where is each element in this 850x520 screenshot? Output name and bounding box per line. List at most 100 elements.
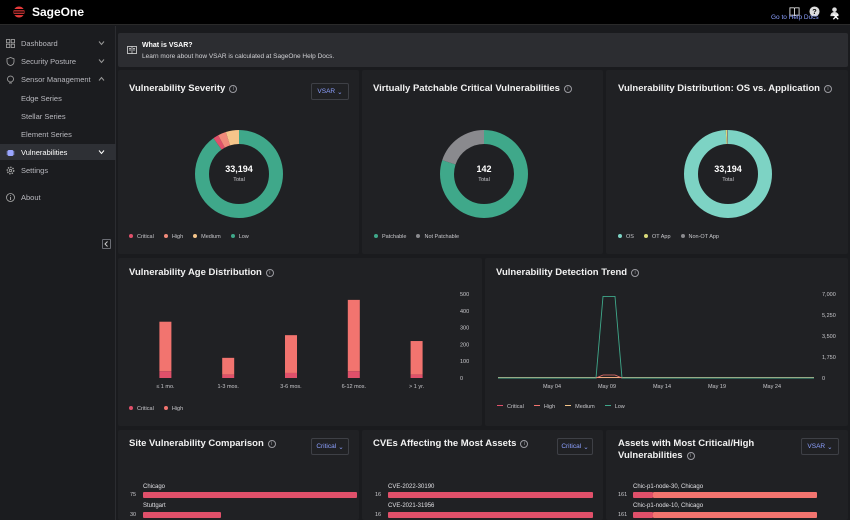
distribution-card xyxy=(606,70,848,254)
severity-total: 33,194 xyxy=(225,164,253,174)
top-bar: SageOne ? xyxy=(0,0,850,25)
bar-high[interactable] xyxy=(159,321,172,372)
card-title-text: Site Vulnerability Comparison xyxy=(129,438,264,449)
card-title-text: Assets with Most Critical/High xyxy=(618,438,755,449)
banner-text: Learn more about how VSAR is calculated … xyxy=(142,53,335,60)
x-tick-label: 6-12 mos. xyxy=(342,384,367,390)
help-docs-link[interactable]: Go to Help Docs xyxy=(771,14,819,21)
donut-segment-os[interactable] xyxy=(684,130,772,218)
legend-item-high: High xyxy=(163,406,183,412)
bar-critical[interactable] xyxy=(159,371,172,378)
sidebar-item-about[interactable]: About xyxy=(0,189,116,205)
x-tick-label: May 04 xyxy=(543,384,561,390)
card-title-text: Vulnerability Distribution: OS vs. Appli… xyxy=(618,83,820,94)
legend-item-critical: Critical xyxy=(129,234,154,240)
cves-title: CVEs Affecting the Most Assets i xyxy=(373,438,529,449)
collapse-sidebar-button[interactable] xyxy=(102,239,111,249)
sidebar-item-vulnerabilities[interactable]: Vulnerabilities xyxy=(0,144,116,160)
sidebar-item-sensor-management[interactable]: Sensor Management xyxy=(0,71,116,87)
y-tick-label: 400 xyxy=(460,309,469,315)
donut-segment-non-ot-app[interactable] xyxy=(684,130,772,218)
dropdown-value: Critical xyxy=(561,443,582,450)
donut-segment-not-patchable[interactable] xyxy=(440,130,528,218)
asset-row-value: 161 xyxy=(618,512,628,518)
sidebar-item-label: Sensor Management xyxy=(21,75,91,84)
asset-row-label: Chic-p1-node-10, Chicago xyxy=(633,503,704,509)
series-line-low[interactable] xyxy=(498,295,814,379)
close-icon[interactable]: ✕ xyxy=(832,12,840,22)
sidebar-item-stellar-series[interactable]: Stellar Series xyxy=(0,108,116,124)
age-legend: Critical High xyxy=(129,406,183,412)
sidebar-item-edge-series[interactable]: Edge Series xyxy=(0,90,116,106)
bar-high[interactable] xyxy=(222,357,235,375)
site-row-bar xyxy=(143,492,357,498)
cve-row-label: CVE-2022-30190 xyxy=(388,484,435,490)
sidebar-item-settings[interactable]: Settings xyxy=(0,162,116,178)
info-icon[interactable]: i xyxy=(563,85,572,93)
sidebar-item-security-posture[interactable]: Security Posture xyxy=(0,53,116,69)
info-icon[interactable]: i xyxy=(823,85,832,93)
dropdown-value: VSAR xyxy=(807,443,826,450)
info-icon[interactable]: i xyxy=(631,269,640,277)
legend-item-critical: Critical xyxy=(129,406,154,412)
chevron-down-icon: ⌄ xyxy=(338,443,344,451)
chevron-down-icon: ⌄ xyxy=(583,443,589,451)
help-icon[interactable]: ? xyxy=(809,6,820,17)
trend-card xyxy=(485,258,848,426)
site-dropdown[interactable]: Critical ⌄ xyxy=(311,438,349,455)
trend-legend: Critical High Medium Low xyxy=(497,404,625,410)
y-tick-label: 200 xyxy=(460,342,469,348)
bar-critical[interactable] xyxy=(285,372,297,378)
patchable-total: 142 xyxy=(476,164,492,174)
cves-dropdown[interactable]: Critical ⌄ xyxy=(557,438,593,455)
asset-row-bar-high xyxy=(653,492,817,498)
x-tick-label: May 14 xyxy=(653,384,671,390)
legend-item-ot-app: OT App xyxy=(643,234,671,240)
donut-segment-medium[interactable] xyxy=(195,130,283,218)
sidebar-item-element-series[interactable]: Element Series xyxy=(0,126,116,142)
patchable-card xyxy=(362,70,603,254)
card-title-text: CVEs Affecting the Most Assets xyxy=(373,438,517,449)
x-tick-label: 1-3 mos. xyxy=(217,384,239,390)
brand[interactable]: SageOne xyxy=(12,5,84,19)
severity-dropdown[interactable]: VSAR ⌄ xyxy=(311,83,349,100)
legend-item-high: High xyxy=(533,404,555,410)
banner-title: What is VSAR? xyxy=(142,42,193,49)
vsar-info-banner: What is VSAR? Learn more about how VSAR … xyxy=(118,33,848,67)
x-tick-label: ≤ 1 mo. xyxy=(156,384,175,390)
severity-total-label: Total xyxy=(233,177,245,183)
info-icon[interactable]: i xyxy=(520,440,529,448)
cves-card xyxy=(362,430,603,520)
info-icon[interactable]: i xyxy=(229,85,238,93)
info-icon[interactable]: i xyxy=(267,440,276,448)
info-icon[interactable]: i xyxy=(686,452,695,460)
asset-row-label: Chic-p1-node-30, Chicago xyxy=(633,484,704,490)
series-line-high-bump[interactable] xyxy=(595,374,623,379)
distribution-title: Vulnerability Distribution: OS vs. Appli… xyxy=(618,83,832,94)
bar-critical[interactable] xyxy=(222,374,235,378)
info-icon[interactable]: i xyxy=(265,269,274,277)
donut-segment-low[interactable] xyxy=(195,130,283,218)
assets-card xyxy=(606,430,848,520)
asset-row-value: 161 xyxy=(618,492,628,498)
sidebar-item-dashboard[interactable]: Dashboard xyxy=(0,35,116,51)
bar-critical[interactable] xyxy=(347,371,360,378)
y-tick-label: 500 xyxy=(460,292,469,298)
sidebar-item-label: Dashboard xyxy=(21,39,58,48)
patchable-title: Virtually Patchable Critical Vulnerabili… xyxy=(373,83,572,94)
legend-item-not-patchable: Not Patchable xyxy=(416,234,459,240)
bar-high[interactable] xyxy=(410,341,423,375)
bar-critical[interactable] xyxy=(410,374,423,378)
book-icon[interactable] xyxy=(789,6,800,17)
bar-high[interactable] xyxy=(285,335,297,373)
chevron-down-icon xyxy=(98,59,105,64)
severity-card xyxy=(118,70,359,254)
assets-dropdown[interactable]: VSAR ⌄ xyxy=(801,438,839,455)
asset-row-bar-critical xyxy=(633,492,653,498)
sidebar-item-label: Edge Series xyxy=(21,94,62,103)
y-tick-label: 0 xyxy=(460,376,463,382)
bar-high[interactable] xyxy=(347,299,360,372)
age-chart: 0 100 200 300 400 500 ≤ 1 mo. 1-3 mos. 3-6 mos. 6… xyxy=(156,292,469,390)
x-tick-label: > 1 yr. xyxy=(409,384,425,390)
user-icon[interactable] xyxy=(829,6,840,17)
